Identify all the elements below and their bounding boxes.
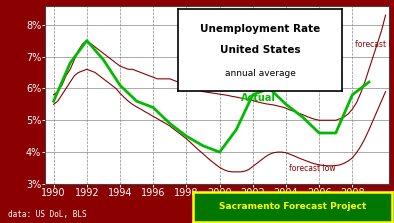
Text: data: US DoL, BLS: data: US DoL, BLS: [8, 210, 87, 219]
Text: Actual: Actual: [241, 93, 276, 103]
Text: forecast high: forecast high: [355, 40, 394, 49]
Text: Sacramento Forecast Project: Sacramento Forecast Project: [219, 202, 366, 211]
Text: forecast low: forecast low: [289, 164, 336, 173]
